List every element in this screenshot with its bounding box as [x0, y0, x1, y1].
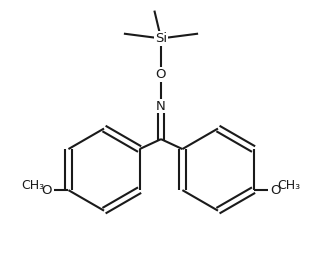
Text: O: O — [270, 184, 281, 197]
Text: O: O — [41, 184, 52, 197]
Text: CH₃: CH₃ — [278, 179, 301, 192]
Text: O: O — [156, 68, 166, 81]
Text: N: N — [156, 99, 166, 113]
Text: Si: Si — [155, 32, 167, 45]
Text: CH₃: CH₃ — [21, 179, 44, 192]
